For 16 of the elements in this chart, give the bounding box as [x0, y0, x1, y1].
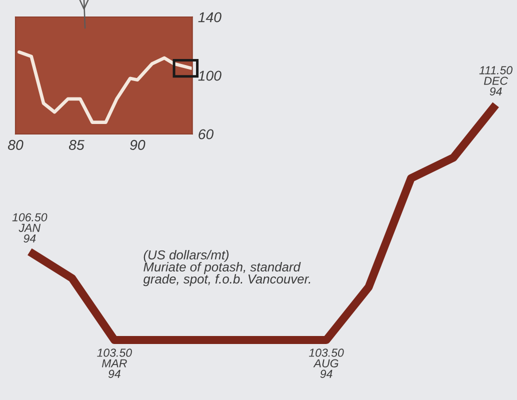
data-label: 106.50: [12, 213, 48, 222]
data-label: 103.50: [97, 348, 132, 357]
annotation: Muriate of potash, standard grade, spot, f.o.b. Vancouver.: [143, 262, 310, 286]
category-label: AUG 94: [313, 359, 338, 378]
y-tick-label: 60: [198, 129, 214, 140]
category-label: MAR 94: [102, 359, 127, 378]
category-label: JAN 94: [18, 224, 41, 243]
x-tick-label: 90: [130, 140, 146, 150]
y-tick-label: 140: [198, 12, 222, 22]
annotation: (US dollars/mt): [144, 250, 229, 262]
data-label: 111.50: [479, 66, 512, 74]
x-tick-label: 85: [68, 140, 84, 150]
x-tick-label: 80: [8, 140, 24, 150]
y-tick-label: 100: [198, 70, 222, 81]
category-label: DEC 94: [484, 76, 508, 96]
data-label: 103.50: [308, 348, 344, 357]
